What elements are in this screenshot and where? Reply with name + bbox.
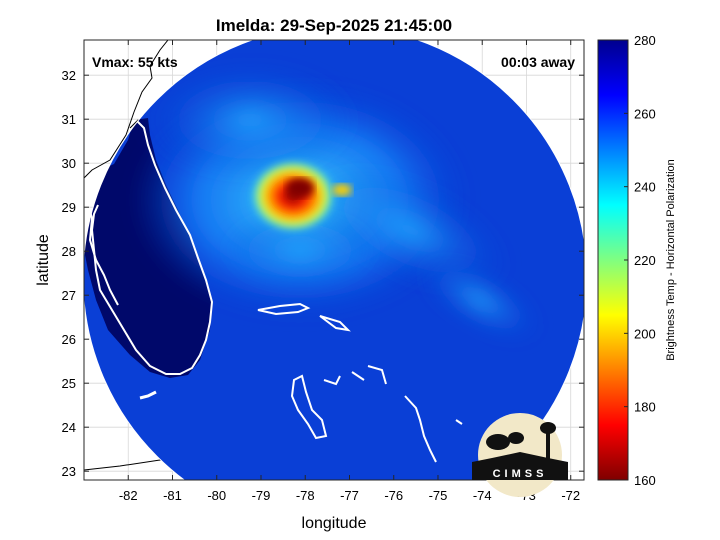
colorbar-tick-label: 180 [634,400,656,415]
inside-coastlines [87,117,463,463]
x-tick-label: -80 [207,488,226,503]
y-tick-label: 31 [62,112,76,127]
colorbar-tick-label: 240 [634,180,656,195]
x-tick-label: -76 [384,488,403,503]
x-tick-label: -81 [163,488,182,503]
colorbar-tick-label: 220 [634,253,656,268]
x-tick-label: -77 [340,488,359,503]
colorbar-tick-label: 260 [634,106,656,121]
y-tick-label: 28 [62,244,76,259]
colorbar-tick-label: 200 [634,326,656,341]
logo-text: CIMSS [493,468,548,480]
eyewall-arc [332,184,352,196]
x-tick-label: -78 [296,488,315,503]
colorbar-label: Brightness Temp - Horizontal Polarizatio… [665,159,677,361]
x-axis-label: longitude [302,515,367,532]
x-tick-label: -74 [473,488,492,503]
y-tick-label: 23 [62,464,76,479]
chart-title: Imelda: 29-Sep-2025 21:45:00 [216,16,452,35]
y-ticks: 23 24 25 26 27 28 29 30 31 32 [62,68,584,479]
x-tick-label: -75 [429,488,448,503]
time-away-label: 00:03 away [501,54,575,70]
southern-band [220,210,380,290]
vmax-label: Vmax: 55 kts [92,54,178,70]
x-tick-label: -79 [252,488,271,503]
northern-band [140,60,360,180]
y-tick-label: 26 [62,332,76,347]
storm-center-cold [286,178,314,198]
x-tick-label: -72 [561,488,580,503]
x-tick-label: -82 [119,488,138,503]
cimss-logo: CIMSS [472,413,568,497]
y-tick-label: 24 [62,420,76,435]
outer-band [417,256,543,344]
y-tick-label: 25 [62,376,76,391]
colorbar-tick-label: 160 [634,473,656,488]
colorbar [597,39,629,481]
colorbar-tick-label: 280 [634,33,656,48]
y-tick-label: 30 [62,156,76,171]
axes-box [83,39,585,481]
y-tick-label: 29 [62,200,76,215]
y-tick-label: 32 [62,68,76,83]
brightness-temperature-swath [84,40,584,480]
colorbar-ticks: 160 180 200 220 240 260 280 [624,33,656,488]
y-tick-label: 27 [62,288,76,303]
y-axis-label: latitude [35,234,52,286]
